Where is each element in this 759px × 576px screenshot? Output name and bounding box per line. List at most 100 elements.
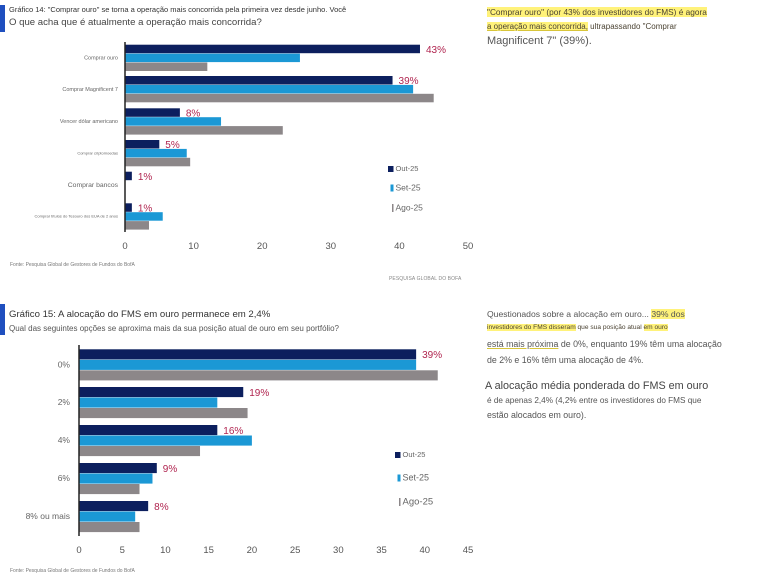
chart-15-plot: 0% 39% 2% 19% 4% 16% 6% 9% 8% ou mais 8% 0 5 10 15 20 2… [26,345,474,556]
bar-out-25-0 [125,44,420,54]
category-label: 8% ou mais [26,511,70,521]
data-label: 8% [186,108,201,119]
x-tick-label: 10 [160,545,171,556]
bar-ago-25-2 [79,446,201,457]
bar-out-25-1 [125,76,393,85]
x-tick-label: 50 [463,241,474,252]
bar-out-25-1 [79,387,244,398]
commentary-p2-line2-highlight-b: em ouro [643,324,668,331]
commentary-p1-line1: "Comprar ouro" (por 43% dos investidores… [487,7,707,17]
bar-out-25-3 [79,463,157,474]
bar-out-25-2 [79,425,218,436]
bar-set-25-1 [125,84,414,94]
legend-marker-out-25 [395,452,401,458]
chart-15-source-note: Fonte: Pesquisa Global de Gestores de Fu… [10,568,135,574]
commentary-p2-line2: investidores do FMS disseram que sua pos… [487,324,668,331]
data-label: 5% [165,140,180,151]
legend-label-out-25: Out-25 [403,450,426,459]
x-tick-label: 40 [419,545,430,556]
x-tick-label: 30 [333,545,344,556]
legend-marker-out-25 [388,166,394,172]
bar-ago-25-0 [79,370,438,381]
bar-set-25-5 [125,212,163,221]
chart-14-title: Gráfico 14: "Comprar ouro" se torna a op… [9,5,347,14]
chart-15-title: Gráfico 15: A alocação do FMS em ouro pe… [9,309,271,320]
bar-ago-25-0 [125,62,208,71]
chart-14-accent-bar [0,5,5,32]
bar-out-25-2 [125,108,180,117]
data-label: 1% [138,203,153,214]
commentary-p1-line2-rest: ultrapassando "Comprar [587,22,677,31]
commentary-p1-highlight: a operação mais concorrida, [487,22,588,31]
category-label: 4% [58,435,71,445]
commentary-p3-line1: A alocação média ponderada do FMS em our… [485,380,709,392]
bar-set-25-1 [79,397,218,408]
commentary-p2-line3-underline: está mais próxima [487,339,559,349]
commentary-p2-line1-highlight: 39% dos [651,309,685,319]
bar-set-25-3 [125,148,187,158]
data-label: 8% [154,502,169,513]
bar-out-25-3 [125,140,160,149]
category-label: Comprar títulos do Tesouro dos EUA de 2 … [34,214,118,219]
data-label: 19% [249,388,269,399]
legend-marker-ago-25 [399,498,401,506]
commentary-p2-line1-start: Questionados sobre a alocação em ouro... [487,309,652,319]
category-label: Vencer dólar americano [60,119,118,125]
bar-out-25-5 [125,203,132,212]
legend-label-set-25: Set-25 [396,182,421,192]
x-tick-label: 25 [290,545,301,556]
commentary-p3-line2: é de apenas 2,4% (4,2% entre os investid… [487,396,702,405]
bar-out-25-0 [79,349,417,360]
chart-15-subtitle: Qual das seguintes opções se aproxima ma… [9,324,339,333]
bar-set-25-0 [125,53,300,63]
x-tick-label: 5 [120,545,125,556]
category-label: Comprar Magnificent 7 [62,87,118,93]
x-tick-label: 40 [394,241,405,252]
bar-ago-25-3 [125,157,191,167]
commentary-p2-line1: Questionados sobre a alocação em ouro...… [487,309,685,319]
commentary-p2-line3: está mais próxima de 0%, enquanto 19% tê… [487,339,722,349]
category-label: Comprar criptomoedas [77,150,118,155]
category-label: 6% [58,473,71,483]
chart-15-accent-bar [0,304,5,335]
commentary-p1-line3: Magnificent 7" (39%). [487,35,592,47]
bar-set-25-3 [79,473,153,484]
legend-marker-set-25 [390,184,394,192]
x-tick-label: 10 [188,241,199,252]
data-label: 16% [223,426,243,437]
x-tick-label: 15 [203,545,214,556]
x-tick-label: 20 [247,545,258,556]
bar-ago-25-3 [79,484,140,495]
commentary-p1-line1-text: "Comprar ouro" (por 43% dos investidores… [487,7,707,17]
commentary-p2-line2-mid: que sua posição atual [575,324,644,331]
legend-label-ago-25: Ago-25 [396,202,424,212]
chart-14-source-note: Fonte: Pesquisa Global de Gestores de Fu… [10,262,135,268]
commentary-p2-line3-rest: de 0%, enquanto 19% têm uma alocação [558,339,722,349]
chart-14-subtitle: O que acha que é atualmente a operação m… [9,17,262,28]
category-label: Comprar ouro [84,56,118,62]
data-label: 1% [138,172,153,183]
x-tick-label: 30 [326,241,337,252]
x-tick-label: 0 [76,545,81,556]
legend-label-out-25: Out-25 [396,164,419,173]
x-tick-label: 20 [257,241,268,252]
x-tick-label: 45 [463,545,474,556]
commentary-p3-line3: estão alocados em ouro). [487,410,587,420]
bar-set-25-2 [125,117,222,126]
legend-label-set-25: Set-25 [403,472,430,482]
bar-set-25-0 [79,359,417,370]
chart-14-plot: Comprar ouro 43% Comprar Magnificent 7 39% V… [34,42,474,252]
chart-14-brand-label: PESQUISA GLOBAL DO BOFA [389,276,462,282]
x-tick-label: 0 [122,241,127,252]
bar-set-25-4 [79,511,136,522]
data-label: 39% [399,76,419,87]
bar-ago-25-1 [79,408,248,419]
legend-marker-set-25 [397,474,401,482]
bar-out-25-4 [125,171,132,181]
bar-ago-25-5 [125,221,150,230]
bar-set-25-2 [79,435,252,446]
bar-ago-25-2 [125,126,283,135]
data-label: 43% [426,45,446,56]
commentary-p2-line4: de 2% e 16% têm uma alocação de 4%. [487,355,644,365]
legend-marker-ago-25 [392,204,394,212]
